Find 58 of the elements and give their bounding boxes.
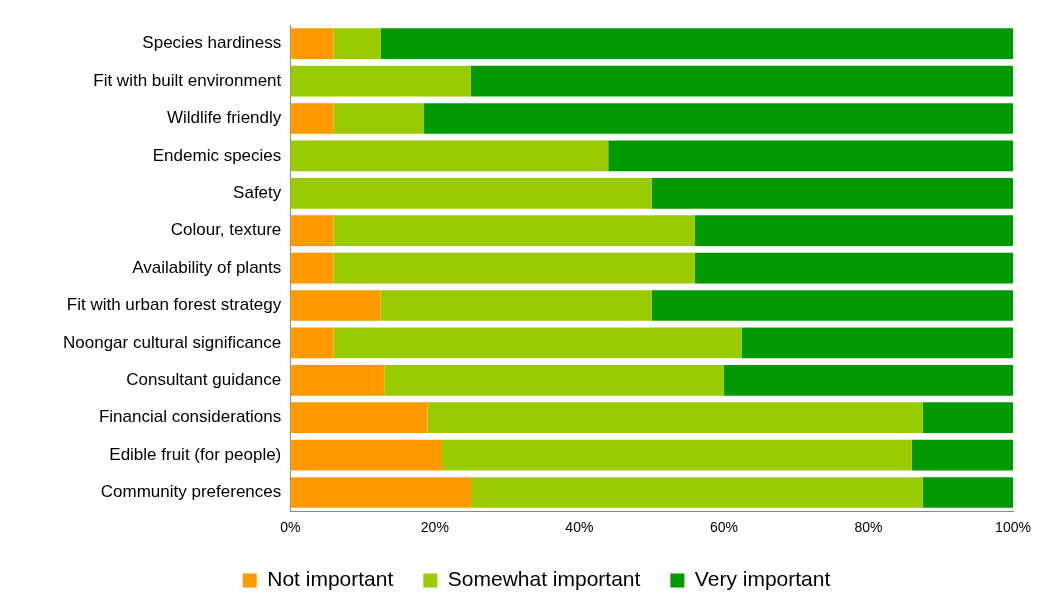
y-tick-label: Financial considerations (98, 407, 282, 427)
bar (290, 215, 334, 247)
y-tick-label: Colour, texture (170, 220, 282, 240)
bar (427, 402, 923, 434)
legend-label: Not important (267, 567, 394, 591)
bar (333, 327, 742, 359)
bar (333, 252, 696, 284)
bar (651, 177, 1013, 209)
bar (290, 65, 471, 97)
y-tick-label: Noongar cultural significance (62, 332, 282, 352)
bar (384, 364, 724, 396)
bar (922, 402, 1013, 434)
bar (608, 140, 1013, 172)
y-tick-label: Consultant guidance (126, 369, 282, 389)
bar (380, 28, 1013, 60)
y-tick-label: Endemic species (152, 145, 282, 165)
y-tick-label: Fit with urban forest strategy (66, 295, 282, 315)
bar (333, 28, 381, 60)
bar (290, 28, 334, 60)
y-tick-label: Community preferences (100, 482, 282, 502)
bar (290, 364, 385, 396)
bar (651, 290, 1013, 321)
legend-label: Somewhat important (447, 567, 641, 591)
bar (911, 439, 1013, 471)
legend-label: Very important (694, 567, 831, 591)
x-tick-label: 60% (709, 519, 738, 536)
bar (333, 215, 696, 247)
bar (290, 290, 381, 321)
bar (442, 439, 912, 471)
bar (290, 140, 609, 172)
bar (290, 177, 652, 209)
bar (723, 364, 1013, 396)
bar (290, 252, 334, 284)
x-tick-label: 20% (420, 519, 449, 536)
y-tick-label: Wildlife friendly (166, 108, 282, 128)
x-tick-label: 40% (565, 519, 594, 536)
x-tick-label: 0% (280, 519, 301, 536)
bar (470, 477, 923, 508)
bar (290, 103, 334, 134)
bar (922, 477, 1013, 508)
y-tick-label: Fit with built environment (93, 70, 282, 90)
bar (380, 290, 652, 321)
x-tick-label: 100% (995, 519, 1031, 536)
bar (290, 402, 428, 434)
y-tick-label: Availability of plants (132, 257, 282, 277)
bar (470, 65, 1013, 97)
x-tick-label: 80% (854, 519, 883, 536)
y-tick-label: Edible fruit (for people) (109, 444, 282, 464)
y-tick-label: Safety (233, 182, 282, 202)
bar (290, 439, 443, 471)
y-tick-label: Species hardiness (142, 33, 282, 53)
bar (695, 252, 1013, 284)
bar (423, 103, 1013, 134)
bar (290, 327, 334, 359)
bar (695, 215, 1013, 247)
bar (333, 103, 424, 134)
bar (290, 477, 471, 508)
bar (741, 327, 1013, 359)
